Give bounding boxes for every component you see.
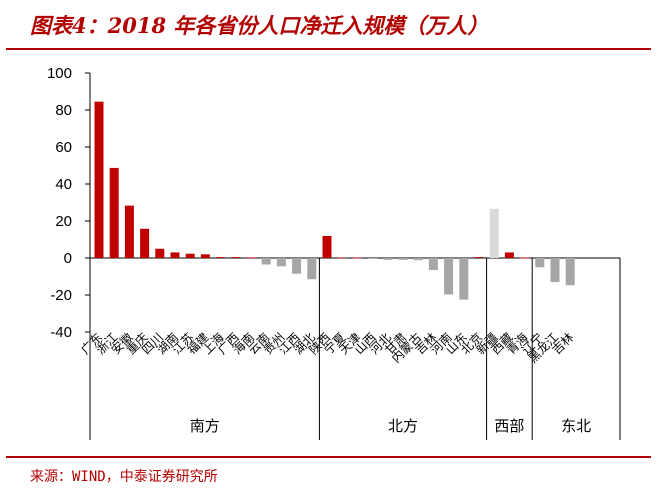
bar	[322, 235, 332, 258]
bar	[398, 258, 408, 260]
bar	[565, 258, 575, 286]
bar	[474, 257, 484, 258]
y-tick-label: 20	[55, 213, 72, 230]
bar	[170, 252, 180, 258]
bar	[535, 258, 545, 268]
bar	[368, 258, 378, 259]
title-bar	[6, 4, 651, 50]
group-label: 东北	[561, 417, 591, 435]
bar	[231, 257, 241, 258]
bar	[337, 257, 347, 259]
bar	[352, 257, 362, 259]
chart-title: 图表4：2018 年各省份人口净迁入规模（万人）	[30, 13, 489, 38]
bar	[459, 258, 469, 300]
bar	[200, 254, 210, 258]
bar	[489, 208, 499, 258]
bar	[504, 252, 514, 258]
bar	[428, 258, 438, 271]
bar	[307, 258, 317, 280]
bar	[185, 253, 195, 258]
group-labels: 南方 北方 西部 东北	[190, 258, 621, 440]
category-labels: 广东浙江安徽重庆四川湖南江苏福建上海广西海南云南贵州江西湖北陕西宁夏天津山西河北…	[78, 330, 576, 366]
bar	[246, 257, 256, 259]
y-tick-label: 0	[64, 250, 72, 267]
bar	[276, 258, 286, 267]
y-tick-label: 100	[47, 65, 72, 82]
source-divider	[6, 456, 651, 458]
bar	[413, 258, 423, 261]
y-tick-label: 40	[55, 176, 72, 193]
y-tick-label: 80	[55, 102, 72, 119]
bar	[444, 258, 454, 295]
bar	[261, 258, 271, 265]
bar	[109, 167, 119, 258]
bar	[550, 258, 560, 283]
bar	[383, 258, 393, 260]
bar	[216, 257, 226, 258]
group-label: 南方	[190, 417, 220, 435]
group-label: 西部	[494, 417, 524, 435]
bar	[94, 101, 104, 258]
bar	[140, 228, 150, 258]
source-note: 来源：WIND，中泰证券研究所	[30, 469, 218, 485]
bar	[155, 248, 165, 258]
bar	[124, 205, 134, 258]
y-tick-label: -40	[50, 324, 72, 341]
y-tick-label: 60	[55, 139, 72, 156]
bars	[94, 101, 575, 300]
group-label: 北方	[388, 417, 418, 435]
y-tick-label: -20	[50, 287, 72, 304]
bar	[292, 258, 302, 274]
bar	[520, 257, 530, 259]
